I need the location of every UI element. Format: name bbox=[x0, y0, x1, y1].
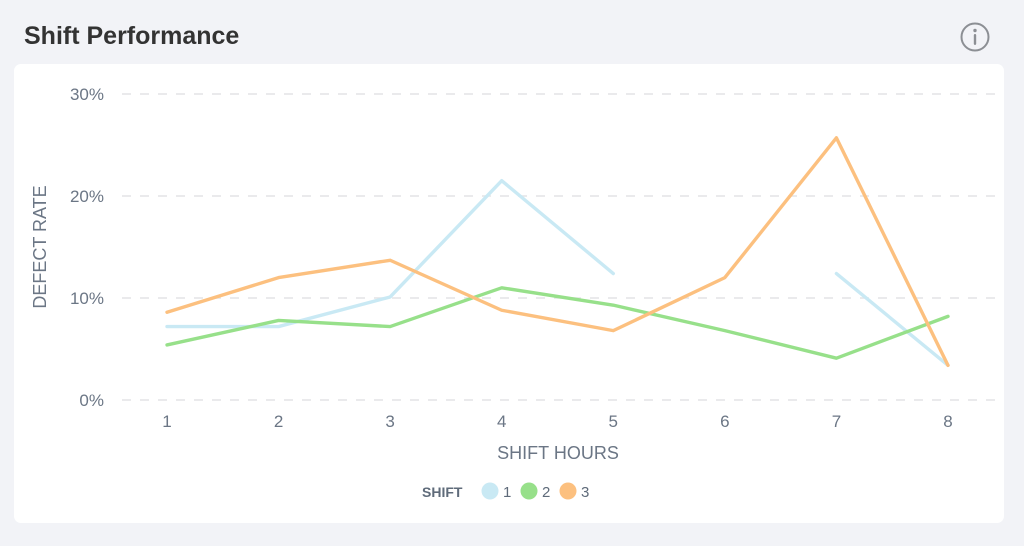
legend-label-3[interactable]: 3 bbox=[581, 484, 589, 501]
legend-label-1[interactable]: 1 bbox=[503, 484, 511, 501]
x-tick-label: 4 bbox=[497, 412, 506, 431]
series-lines bbox=[165, 136, 950, 368]
x-tick-label: 1 bbox=[162, 412, 171, 431]
legend-swatch-1[interactable] bbox=[481, 482, 499, 500]
x-tick-label: 6 bbox=[720, 412, 729, 431]
info-circle-icon[interactable] bbox=[959, 21, 991, 53]
y-tick-label: 30% bbox=[70, 85, 104, 104]
series-line-3 bbox=[165, 136, 950, 368]
x-tick-label: 8 bbox=[943, 412, 952, 431]
legend-label-2[interactable]: 2 bbox=[542, 484, 550, 501]
series-line-2 bbox=[165, 286, 950, 360]
x-tick-label: 7 bbox=[832, 412, 841, 431]
y-axis-ticks: 0% 10% 20% 30% bbox=[70, 85, 104, 410]
y-tick-label: 0% bbox=[79, 391, 104, 410]
x-axis-ticks: 1 2 3 4 5 6 7 8 bbox=[162, 412, 952, 431]
grid-lines bbox=[122, 93, 995, 401]
page-title: Shift Performance bbox=[24, 22, 240, 50]
y-axis-label: DEFECT RATE bbox=[30, 185, 50, 308]
x-tick-label: 3 bbox=[385, 412, 394, 431]
legend: SHIFT 1 2 3 bbox=[422, 482, 589, 501]
legend-swatch-2[interactable] bbox=[520, 482, 538, 500]
x-tick-label: 5 bbox=[609, 412, 618, 431]
legend-title: SHIFT bbox=[422, 484, 463, 500]
series-line-1 bbox=[834, 271, 950, 368]
x-axis-label: SHIFT HOURS bbox=[497, 443, 619, 463]
series-line-1 bbox=[165, 178, 615, 329]
x-tick-label: 2 bbox=[274, 412, 283, 431]
legend-swatch-3[interactable] bbox=[559, 482, 577, 500]
y-tick-label: 10% bbox=[70, 289, 104, 308]
y-tick-label: 20% bbox=[70, 187, 104, 206]
